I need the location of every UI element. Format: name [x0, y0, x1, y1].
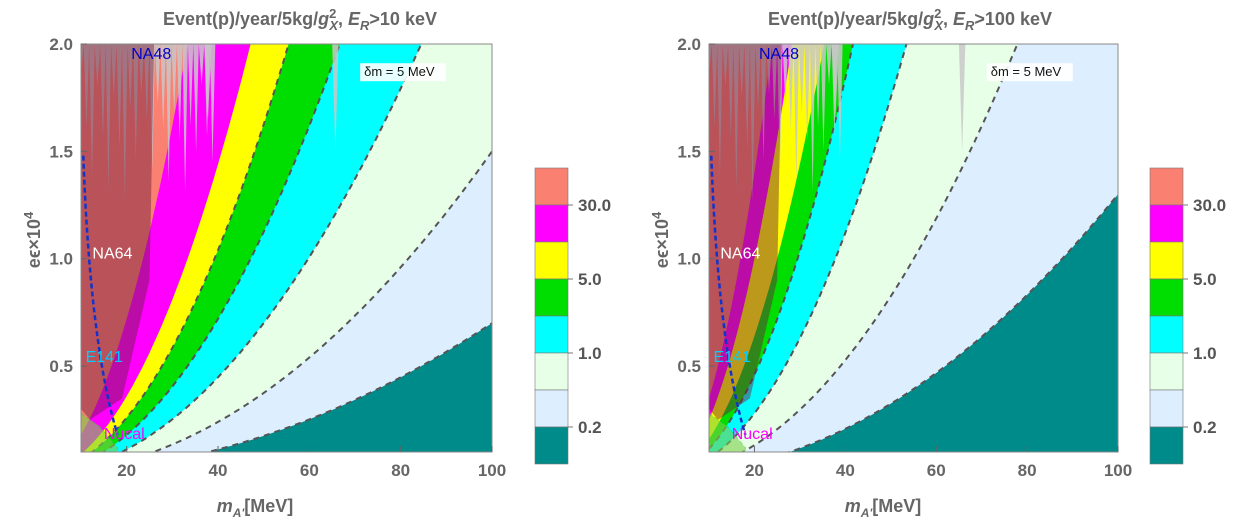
na48-exclusion-spike	[831, 44, 839, 120]
experiment-label: E141	[714, 349, 751, 366]
colorbar-swatch	[1149, 352, 1184, 391]
y-tick-label: 2.0	[677, 35, 701, 54]
na48-exclusion-spike	[204, 44, 212, 120]
na64-exclusion	[709, 44, 782, 420]
na64-exclusion	[81, 44, 155, 420]
y-tick-label: 0.5	[49, 357, 73, 376]
contour-line	[90, 44, 290, 452]
colorbar-swatch	[534, 167, 569, 206]
chart-title: Event(p)/year/5kg/g2 X, ER>10 keV	[163, 6, 437, 33]
x-tick-label: 60	[300, 461, 319, 480]
y-axis-title: eϵ×104	[21, 211, 44, 268]
contour-plot-area: NA48 NA64 E141 Nucal δm = 5 MeV 20 40 60 80 100 0.…	[677, 35, 1132, 480]
dm-note: δm = 5 MeV	[364, 64, 435, 79]
colorbar-label: 30.0	[578, 196, 611, 215]
plot-frame	[80, 43, 493, 453]
colorbar-swatch	[534, 389, 569, 428]
contour-line	[740, 44, 1019, 452]
x-tick-label: 80	[1018, 461, 1037, 480]
colorbar-swatch	[534, 278, 569, 317]
chart-panel-right: Event(p)/year/5kg/g2 X, ER>100 keV NA48NA…	[649, 6, 1226, 520]
x-tick-label: 100	[1104, 461, 1132, 480]
nucal-exclusion	[709, 412, 746, 452]
colorbar-swatch	[1149, 278, 1184, 317]
na48-exclusion	[81, 44, 216, 201]
e141-boundary	[82, 155, 119, 436]
na48-exclusion-spike	[958, 44, 966, 152]
x-tick-label: 20	[745, 461, 764, 480]
colorbar-label: 0.2	[578, 418, 602, 437]
contour-line	[119, 44, 423, 452]
chart-panel-left: Event(p)/year/5kg/g2 X, ER>10 keV NA48 NA6…	[21, 6, 611, 520]
dm-note: δm = 5 MeV	[991, 64, 1062, 79]
x-axis-title: mA'[MeV]	[217, 496, 294, 520]
y-tick-label: 1.5	[677, 142, 701, 161]
experiment-label: Nucal	[732, 426, 773, 443]
y-tick-label: 2.0	[49, 35, 73, 54]
y-tick-label: 1.0	[49, 250, 73, 269]
experiment-label: NA64	[720, 246, 760, 263]
y-tick-label: 0.5	[677, 357, 701, 376]
dm-note-box	[360, 63, 447, 82]
x-tick-label: 80	[391, 461, 410, 480]
e141-boundary	[710, 155, 747, 436]
colorbar-swatch	[534, 241, 569, 280]
colorbar-label: 5.0	[1193, 270, 1217, 289]
colorbar-label: 0.2	[1193, 418, 1217, 437]
experiment-label: NA64	[92, 246, 132, 263]
contour-line	[203, 322, 492, 452]
contour-line	[150, 150, 492, 452]
colorbar-swatch	[534, 204, 569, 243]
colorbar-swatch	[1149, 426, 1184, 465]
dm-note-box	[986, 63, 1073, 82]
experiment-label: NA48	[759, 46, 799, 63]
colorbar-swatch	[1149, 315, 1184, 354]
colorbar-swatch	[1149, 241, 1184, 280]
contour-line	[786, 193, 1118, 452]
colorbar-swatch	[1149, 204, 1184, 243]
x-axis-title: mA'[MeV]	[845, 496, 922, 520]
colorbar-swatch	[1149, 167, 1184, 206]
x-tick-label: 20	[117, 461, 136, 480]
colorbar-label: 1.0	[578, 344, 602, 363]
contour-band	[789, 194, 1118, 452]
x-tick-label: 40	[836, 461, 855, 480]
contour-line	[101, 44, 341, 452]
nucal-exclusion	[81, 412, 119, 452]
colorbar-label: 1.0	[1193, 344, 1217, 363]
y-tick-label: 1.0	[677, 250, 701, 269]
colorbar: 30.0 5.0 1.0 0.2	[534, 167, 611, 465]
na48-exclusion	[709, 44, 843, 201]
colorbar-label: 30.0	[1193, 196, 1226, 215]
x-tick-label: 40	[209, 461, 228, 480]
colorbar-swatch	[534, 352, 569, 391]
plot-frame	[708, 43, 1119, 453]
contour-plot-area: NA48 NA64 E141 Nucal δm = 5 MeV 20 40 60 80 100 0.…	[49, 35, 506, 480]
x-tick-label: 60	[927, 461, 946, 480]
colorbar: 30.0 5.0 1.0 0.2	[1149, 167, 1226, 465]
colorbar-swatch	[1149, 389, 1184, 428]
contour-band	[208, 323, 492, 452]
experiment-label: E141	[86, 349, 123, 366]
colorbar-label: 5.0	[578, 270, 602, 289]
y-tick-label: 1.5	[49, 142, 73, 161]
experiment-label: NA48	[131, 46, 171, 63]
chart-title: Event(p)/year/5kg/g2 X, ER>100 keV	[768, 6, 1052, 33]
y-axis-title: eϵ×104	[649, 211, 672, 268]
colorbar-swatch	[534, 426, 569, 465]
experiment-label: Nucal	[104, 426, 145, 443]
colorbar-swatch	[534, 315, 569, 354]
na48-exclusion-spike	[332, 44, 339, 152]
contour-line	[709, 44, 855, 450]
x-tick-label: 100	[478, 461, 506, 480]
